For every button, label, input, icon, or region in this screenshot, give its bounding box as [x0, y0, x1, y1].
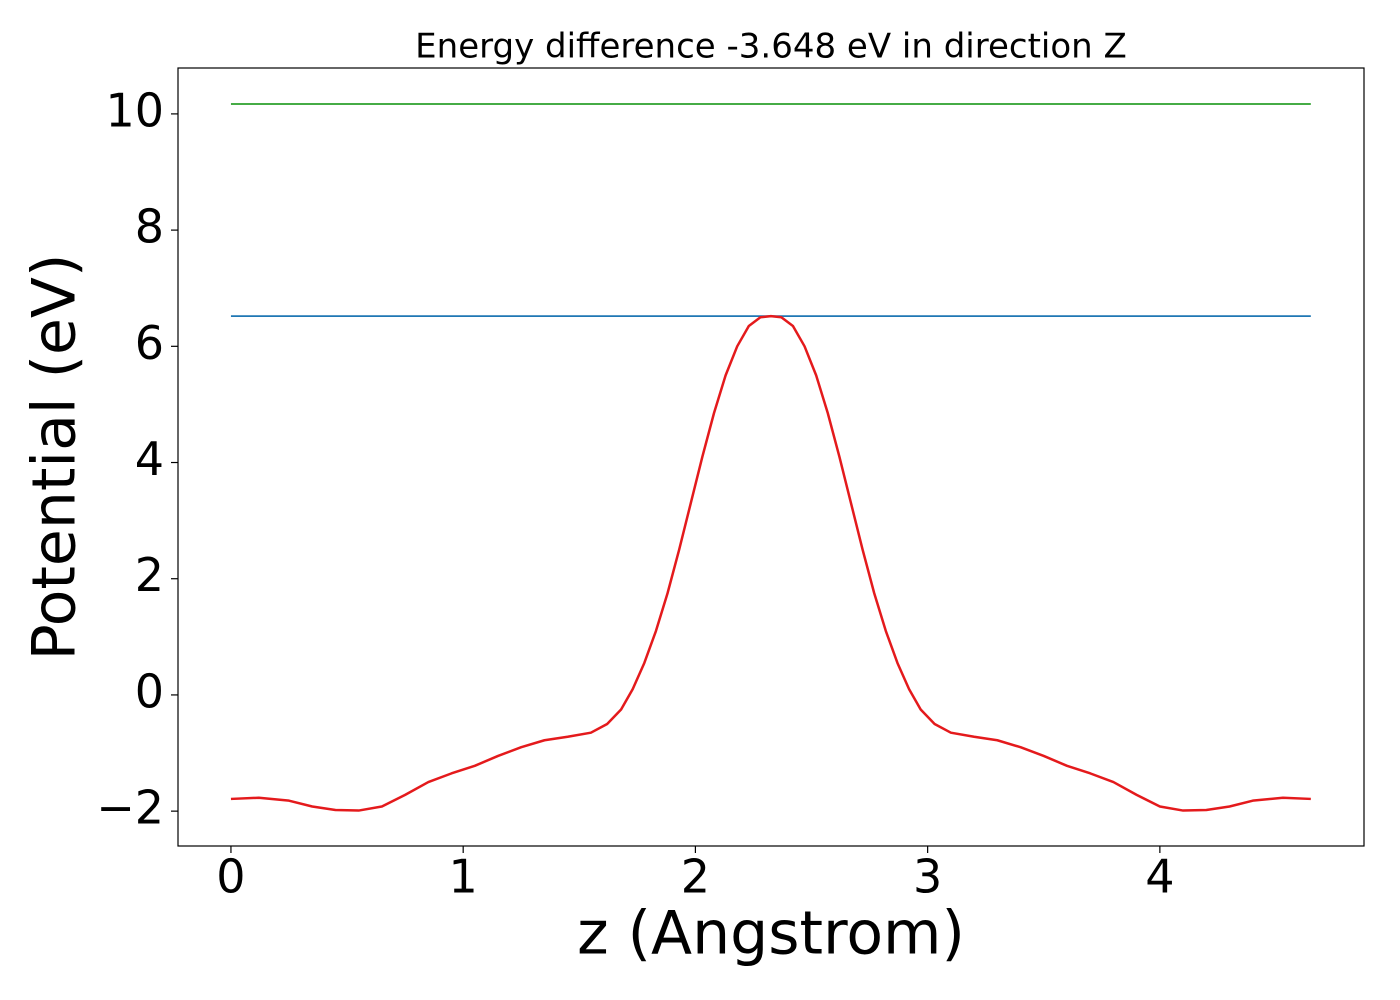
y-tick-label: 6 — [135, 316, 164, 370]
y-tick-label: −2 — [96, 781, 164, 835]
x-tick-label: 4 — [1145, 850, 1174, 904]
y-tick-label: 8 — [135, 200, 164, 254]
y-tick-label: 4 — [135, 432, 164, 486]
x-tick-label: 1 — [449, 850, 478, 904]
chart-title: Energy difference -3.648 eV in direction… — [415, 27, 1127, 67]
y-tick-label: 2 — [135, 548, 164, 602]
x-tick-label: 2 — [681, 850, 710, 904]
x-tick-label: 0 — [216, 850, 245, 904]
y-tick-label: 0 — [135, 664, 164, 718]
plot-frame — [177, 67, 1365, 847]
y-axis-label: Potential (eV) — [20, 254, 90, 661]
y-tick-label: 10 — [105, 83, 164, 137]
x-tick-label: 3 — [913, 850, 942, 904]
data-line — [230, 314, 1311, 812]
x-axis-label: z (Angstrom) — [577, 899, 965, 969]
